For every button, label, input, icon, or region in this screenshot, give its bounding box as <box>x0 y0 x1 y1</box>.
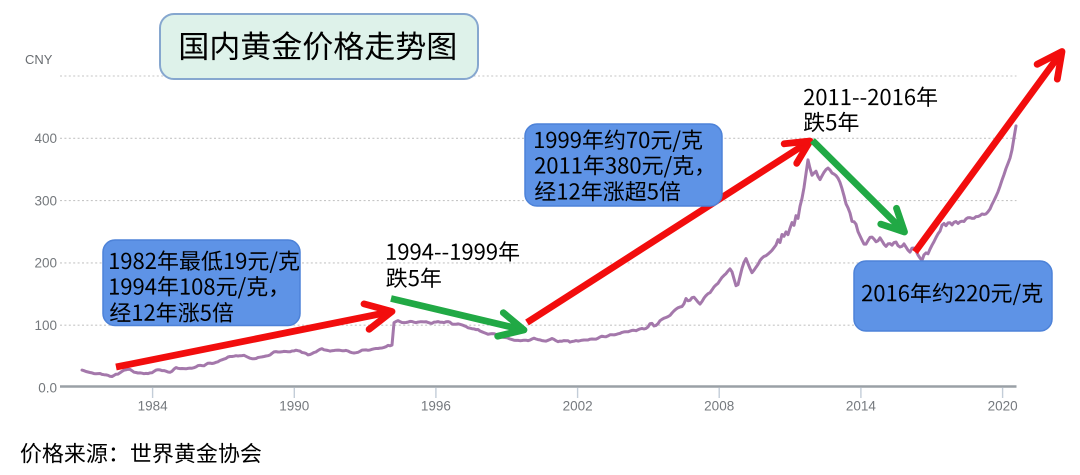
svg-text:100: 100 <box>34 318 57 333</box>
svg-text:400: 400 <box>34 131 57 146</box>
svg-text:2008: 2008 <box>704 399 734 414</box>
svg-text:0.0: 0.0 <box>38 380 57 395</box>
svg-text:200: 200 <box>34 256 57 271</box>
svg-text:1984: 1984 <box>138 399 169 414</box>
svg-text:2002: 2002 <box>563 399 593 414</box>
svg-text:2020: 2020 <box>988 399 1018 414</box>
svg-text:300: 300 <box>34 193 57 208</box>
svg-text:1996: 1996 <box>421 399 451 414</box>
svg-text:CNY: CNY <box>25 52 53 67</box>
svg-text:2014: 2014 <box>846 399 877 414</box>
svg-text:1990: 1990 <box>279 399 309 414</box>
